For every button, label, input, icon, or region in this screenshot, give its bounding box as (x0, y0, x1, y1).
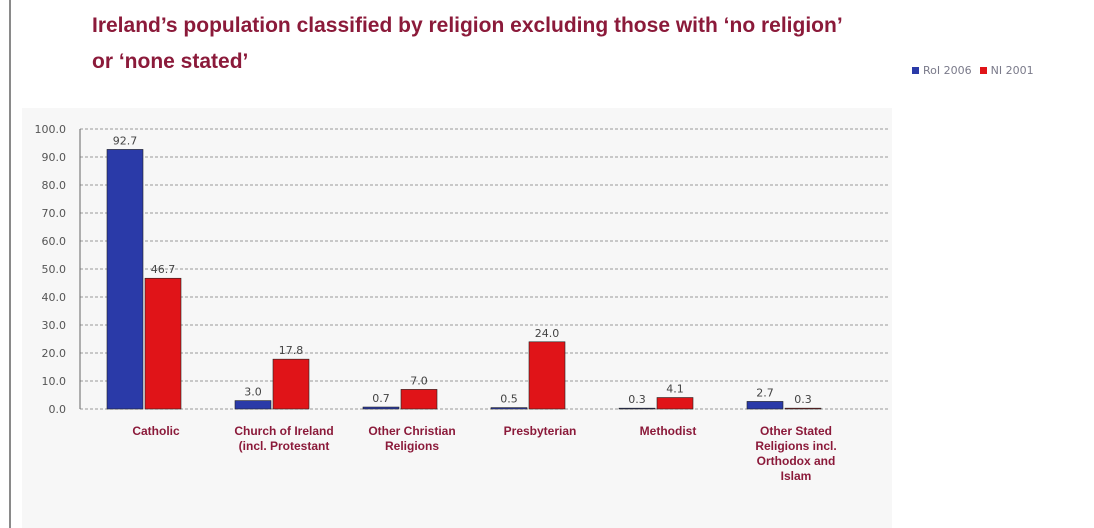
legend-swatch-ni (979, 67, 987, 74)
y-tick-label: 40.0 (42, 291, 67, 304)
y-tick-label: 60.0 (42, 235, 67, 248)
data-label: 0.7 (372, 392, 390, 405)
data-label: 7.0 (410, 374, 428, 387)
category-label: Other Christian Religions (368, 424, 456, 453)
bar-ni (784, 407, 822, 410)
bar-roi (106, 149, 144, 410)
y-tick-label: 30.0 (42, 319, 67, 332)
bar-ni (400, 389, 438, 410)
category-label: Methodist (639, 424, 697, 438)
y-tick-label: 20.0 (42, 347, 67, 360)
category-label: Catholic (132, 424, 180, 438)
data-label: 0.3 (628, 393, 646, 406)
bar-roi (618, 407, 656, 410)
legend: RoI 2006 NI 2001 (912, 64, 1034, 77)
bar-ni (528, 341, 566, 410)
y-tick-label: 70.0 (42, 207, 67, 220)
data-label: 3.0 (244, 386, 262, 399)
data-label: 92.7 (113, 134, 138, 147)
legend-label-roi: RoI 2006 (923, 64, 972, 77)
bar-ni (144, 277, 182, 410)
y-tick-label: 100.0 (35, 123, 67, 136)
bar-ni (272, 358, 310, 410)
y-tick-label: 50.0 (42, 263, 67, 276)
data-label: 4.1 (666, 383, 684, 396)
y-tick-label: 0.0 (49, 403, 67, 416)
bar-ni (656, 397, 694, 410)
legend-swatch-roi (912, 67, 919, 74)
bar-roi (746, 401, 784, 410)
bar-roi (234, 400, 272, 410)
data-label: 24.0 (535, 327, 560, 340)
category-label: Church of Ireland (incl. Protestant (234, 424, 334, 453)
bar-roi (490, 407, 528, 410)
data-label: 2.7 (756, 386, 774, 399)
data-label: 0.5 (500, 393, 518, 406)
chart-title: Ireland’s population classified by relig… (92, 14, 842, 73)
data-label: 17.8 (279, 344, 304, 357)
category-label: Other Stated Religions incl. Orthodox an… (755, 424, 837, 483)
y-tick-label: 80.0 (42, 179, 67, 192)
data-label: 0.3 (794, 393, 812, 406)
y-tick-label: 90.0 (42, 151, 67, 164)
y-tick-label: 10.0 (42, 375, 67, 388)
data-label: 46.7 (151, 263, 176, 276)
category-label: Presbyterian (503, 424, 577, 438)
bar-roi (362, 406, 400, 410)
legend-label-ni: NI 2001 (990, 64, 1034, 77)
left-border-rule (9, 0, 11, 528)
